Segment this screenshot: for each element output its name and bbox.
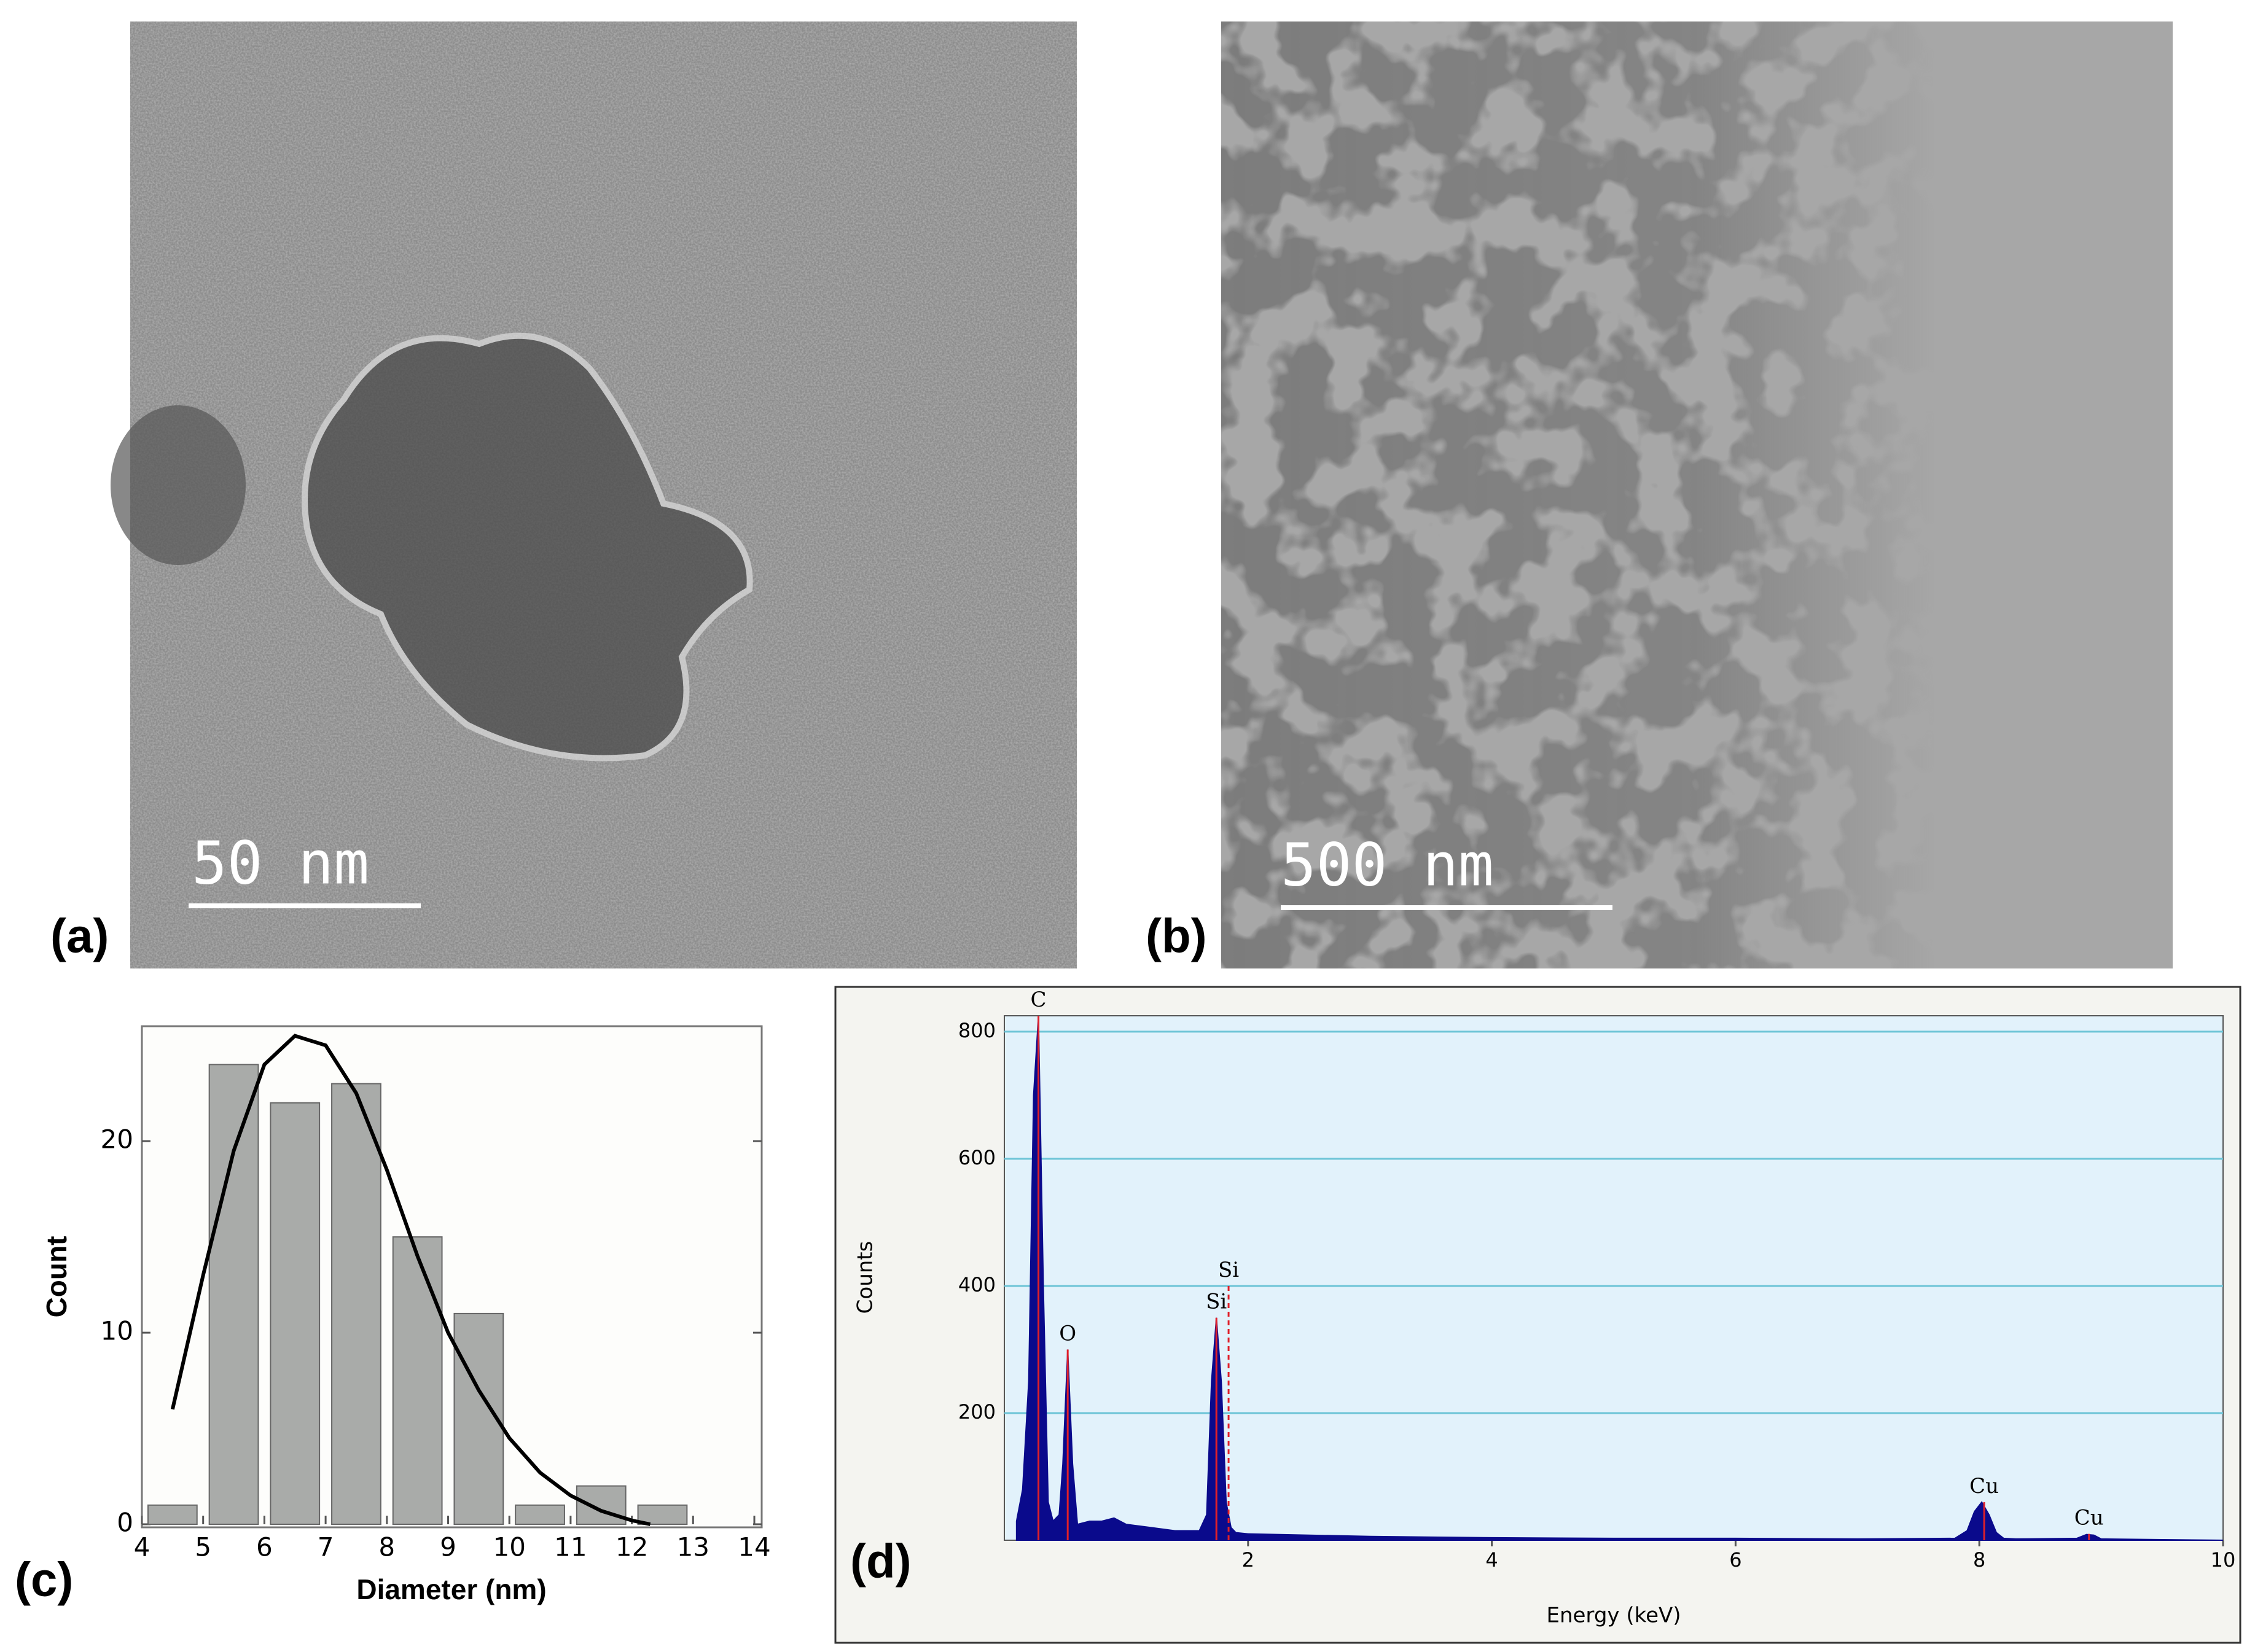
- peak-label: Cu: [2074, 1506, 2104, 1530]
- x-tick-label: 12: [616, 1532, 648, 1562]
- peak-label: Si: [1218, 1258, 1239, 1282]
- x-tick-label: 6: [256, 1532, 273, 1562]
- y-tick-label: 10: [101, 1316, 133, 1346]
- x-tick-label: 7: [318, 1532, 334, 1562]
- y-tick-label: 800: [958, 1019, 996, 1042]
- peak-label: Cu: [1969, 1474, 1999, 1498]
- x-tick-label: 8: [378, 1532, 395, 1562]
- peak-label: O: [1059, 1321, 1076, 1346]
- panel-label: (d): [850, 1534, 912, 1588]
- panel-label: (a): [50, 909, 109, 963]
- panel-label: (c): [15, 1553, 73, 1607]
- tem-image-b: 500 nm: [1221, 21, 2173, 968]
- panel-label: (b): [1146, 909, 1207, 963]
- x-tick-label: 5: [195, 1532, 211, 1562]
- y-tick-label: 400: [958, 1273, 996, 1296]
- x-axis-label: Energy (keV): [1546, 1603, 1681, 1628]
- bar: [270, 1102, 321, 1525]
- y-axis-label: Count: [41, 1236, 72, 1318]
- x-tick-label: 13: [677, 1532, 709, 1562]
- x-tick-label: 14: [738, 1532, 770, 1562]
- x-axis-label: Diameter (nm): [356, 1573, 546, 1605]
- x-tick-label: 9: [440, 1532, 456, 1562]
- y-tick-label: 0: [117, 1508, 133, 1538]
- bar: [576, 1485, 627, 1525]
- plot-area: [1004, 1015, 2224, 1541]
- x-tick-label: 8: [1973, 1548, 1985, 1572]
- x-tick-label: 2: [1242, 1548, 1254, 1572]
- peak-label: C: [1031, 988, 1047, 1012]
- bar: [637, 1504, 688, 1525]
- peak-label: Si: [1206, 1290, 1227, 1314]
- spectrum: [1015, 1015, 2224, 1541]
- bar: [208, 1064, 259, 1525]
- bar: [147, 1504, 198, 1525]
- x-tick-label: 6: [1729, 1548, 1741, 1572]
- fit-curve: [170, 1034, 651, 1526]
- bar: [515, 1504, 565, 1525]
- scale-bar-label: 50 nm: [192, 828, 369, 897]
- scale-bar-label: 500 nm: [1281, 830, 1494, 899]
- bar: [331, 1083, 381, 1525]
- x-tick-label: 11: [554, 1532, 587, 1562]
- x-tick-label: 10: [2211, 1548, 2236, 1572]
- y-tick-label: 200: [958, 1400, 996, 1424]
- x-tick-label: 4: [1485, 1548, 1498, 1572]
- y-tick-label: 600: [958, 1146, 996, 1169]
- y-axis-label: Counts: [853, 1241, 878, 1314]
- tem-image-a: 50 nm: [111, 21, 1077, 968]
- x-tick-label: 4: [134, 1532, 150, 1562]
- y-tick-label: 20: [101, 1124, 133, 1155]
- x-tick-label: 10: [493, 1532, 525, 1562]
- bar: [392, 1236, 443, 1525]
